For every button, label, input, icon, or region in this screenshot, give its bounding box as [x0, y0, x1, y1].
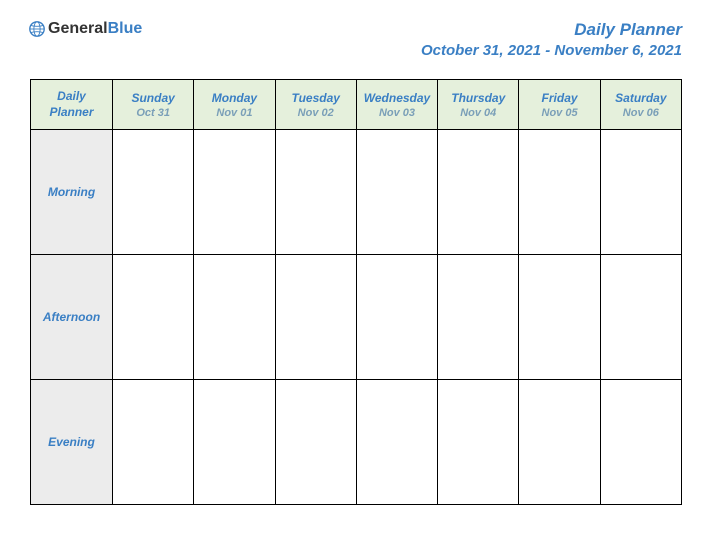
cell: [438, 255, 519, 380]
cell: [600, 130, 681, 255]
logo-text-general: General: [48, 20, 108, 37]
day-date: Nov 06: [603, 107, 679, 119]
page-title: Daily Planner: [421, 20, 682, 40]
day-date: Nov 04: [440, 107, 516, 119]
logo-text-blue: Blue: [108, 20, 143, 37]
day-name: Tuesday: [278, 91, 354, 105]
day-date: Nov 02: [278, 107, 354, 119]
day-header-tuesday: Tuesday Nov 02: [275, 80, 356, 130]
cell: [194, 380, 275, 505]
planner-table: Daily Planner Sunday Oct 31 Monday Nov 0…: [30, 79, 682, 505]
day-header-sunday: Sunday Oct 31: [113, 80, 194, 130]
day-header-friday: Friday Nov 05: [519, 80, 600, 130]
title-block: Daily Planner October 31, 2021 - Novembe…: [421, 20, 682, 59]
time-label-morning: Morning: [31, 130, 113, 255]
cell: [519, 130, 600, 255]
cell: [438, 380, 519, 505]
cell: [356, 255, 437, 380]
cell: [600, 380, 681, 505]
afternoon-row: Afternoon: [31, 255, 682, 380]
globe-icon: [28, 20, 46, 38]
day-name: Monday: [196, 91, 272, 105]
cell: [194, 130, 275, 255]
time-label-evening: Evening: [31, 380, 113, 505]
day-name: Sunday: [115, 91, 191, 105]
day-date: Nov 01: [196, 107, 272, 119]
day-date: Oct 31: [115, 107, 191, 119]
day-date: Nov 05: [521, 107, 597, 119]
cell: [113, 380, 194, 505]
cell: [113, 130, 194, 255]
day-header-thursday: Thursday Nov 04: [438, 80, 519, 130]
day-date: Nov 03: [359, 107, 435, 119]
day-name: Saturday: [603, 91, 679, 105]
corner-cell: Daily Planner: [31, 80, 113, 130]
logo: GeneralBlue: [30, 20, 142, 38]
cell: [438, 130, 519, 255]
cell: [600, 255, 681, 380]
day-header-wednesday: Wednesday Nov 03: [356, 80, 437, 130]
date-range: October 31, 2021 - November 6, 2021: [421, 42, 682, 59]
day-header-monday: Monday Nov 01: [194, 80, 275, 130]
day-name: Wednesday: [359, 91, 435, 105]
header: GeneralBlue Daily Planner October 31, 20…: [30, 20, 682, 59]
cell: [356, 380, 437, 505]
cell: [194, 255, 275, 380]
cell: [275, 380, 356, 505]
cell: [356, 130, 437, 255]
day-header-saturday: Saturday Nov 06: [600, 80, 681, 130]
day-name: Friday: [521, 91, 597, 105]
header-row: Daily Planner Sunday Oct 31 Monday Nov 0…: [31, 80, 682, 130]
time-label-afternoon: Afternoon: [31, 255, 113, 380]
day-name: Thursday: [440, 91, 516, 105]
cell: [275, 255, 356, 380]
cell: [275, 130, 356, 255]
morning-row: Morning: [31, 130, 682, 255]
evening-row: Evening: [31, 380, 682, 505]
cell: [519, 255, 600, 380]
cell: [113, 255, 194, 380]
cell: [519, 380, 600, 505]
